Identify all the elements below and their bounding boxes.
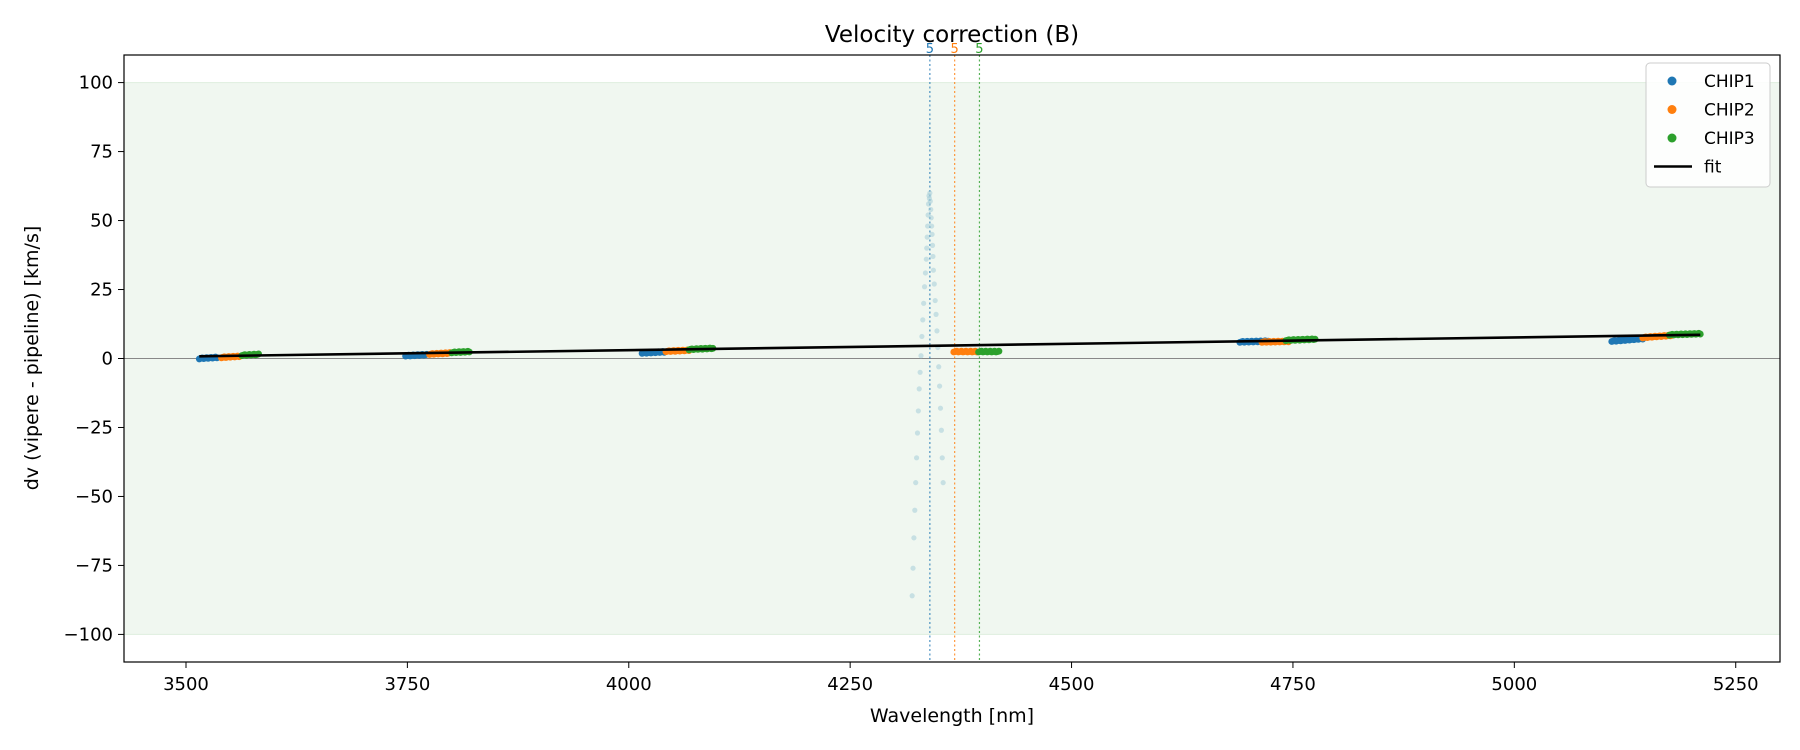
y-axis: −100 −75 −50 −25 0 25 50 75 100 [64, 73, 124, 645]
y-tick-label: −25 [75, 417, 113, 438]
legend-label-chip3: CHIP3 [1704, 129, 1755, 149]
outlier-point [922, 270, 929, 276]
y-tick-label: −75 [75, 555, 113, 576]
outlier-point [911, 535, 917, 541]
chart-title: Velocity correction (B) [825, 22, 1079, 48]
y-tick-label: −50 [75, 486, 113, 507]
legend-label-chip1: CHIP1 [1704, 72, 1755, 92]
outlier-point [938, 427, 944, 433]
y-axis-label: dv (vipere - pipeline) [km/s] [21, 226, 43, 491]
outlier-point [915, 408, 921, 414]
x-tick-label: 5250 [1713, 674, 1759, 695]
outlier-point [930, 253, 936, 260]
outlier-point [909, 593, 915, 599]
outlier-point [931, 281, 937, 287]
outlier-point [921, 300, 927, 306]
legend-label-fit: fit [1704, 158, 1722, 178]
outlier-point [928, 206, 934, 213]
legend-marker-chip2 [1667, 105, 1677, 114]
outlier-point [917, 369, 923, 375]
outlier-point [914, 430, 921, 436]
legend-marker-chip1 [1667, 76, 1677, 86]
outlier-point [929, 242, 936, 248]
outlier-point [910, 565, 916, 571]
y-tick-label: −100 [64, 624, 113, 645]
fit-line-layer [199, 333, 1701, 358]
outlier-point [932, 297, 938, 304]
legend-label-chip2: CHIP2 [1704, 101, 1755, 121]
outlier-point [916, 386, 922, 392]
y-tick-label: 25 [90, 280, 113, 301]
vertical-marker-label-3: 5 [975, 42, 983, 57]
x-tick-label: 5000 [1491, 674, 1537, 695]
outlier-point [929, 223, 935, 229]
y-tick-label: 75 [90, 142, 113, 163]
outlier-point [923, 256, 929, 262]
outlier-point [912, 507, 918, 513]
outlier-point [929, 231, 935, 237]
outlier-point [924, 245, 930, 251]
legend-marker-chip3 [1667, 133, 1677, 143]
x-tick-label: 4250 [827, 674, 873, 695]
outlier-point [913, 480, 919, 486]
outlier-point [920, 317, 926, 323]
outlier-point [934, 328, 940, 334]
outlier-point [930, 267, 937, 273]
outlier-point [940, 480, 946, 486]
outlier-point [925, 201, 932, 207]
outlier-point [924, 234, 930, 240]
outlier-point [937, 383, 943, 389]
outlier-point [919, 333, 925, 340]
y-tick-label: 0 [102, 349, 113, 370]
outlier-point [918, 353, 924, 359]
outlier-point [925, 212, 931, 218]
outlier-point [926, 195, 933, 202]
outlier-point [939, 455, 945, 461]
data-point [995, 347, 1003, 355]
x-tick-label: 3750 [384, 674, 430, 695]
outlier-layer [909, 190, 946, 599]
legend-box [1645, 62, 1771, 188]
outlier-point [925, 223, 931, 229]
y-tick-label: 100 [79, 73, 113, 94]
legend: CHIP1 CHIP2 CHIP3 fit [1645, 62, 1771, 188]
outlier-point [921, 284, 928, 290]
outlier-point [933, 311, 939, 317]
x-axis: 3500 3750 4000 4250 4500 4750 5000 5250 [163, 662, 1759, 695]
outlier-point [936, 364, 942, 370]
outlier-point [937, 405, 944, 411]
vertical-marker-layer: 5 5 5 [926, 42, 984, 662]
outlier-point [913, 455, 920, 461]
x-axis-label: Wavelength [nm] [870, 705, 1034, 727]
x-tick-label: 4500 [1049, 674, 1095, 695]
x-tick-label: 4750 [1270, 674, 1316, 695]
x-tick-label: 3500 [163, 674, 209, 695]
vertical-marker-label-2: 5 [951, 42, 959, 57]
x-tick-label: 4000 [606, 674, 652, 695]
fit-line [199, 333, 1701, 358]
vertical-marker-label-1: 5 [926, 42, 934, 57]
y-tick-label: 50 [90, 211, 113, 232]
